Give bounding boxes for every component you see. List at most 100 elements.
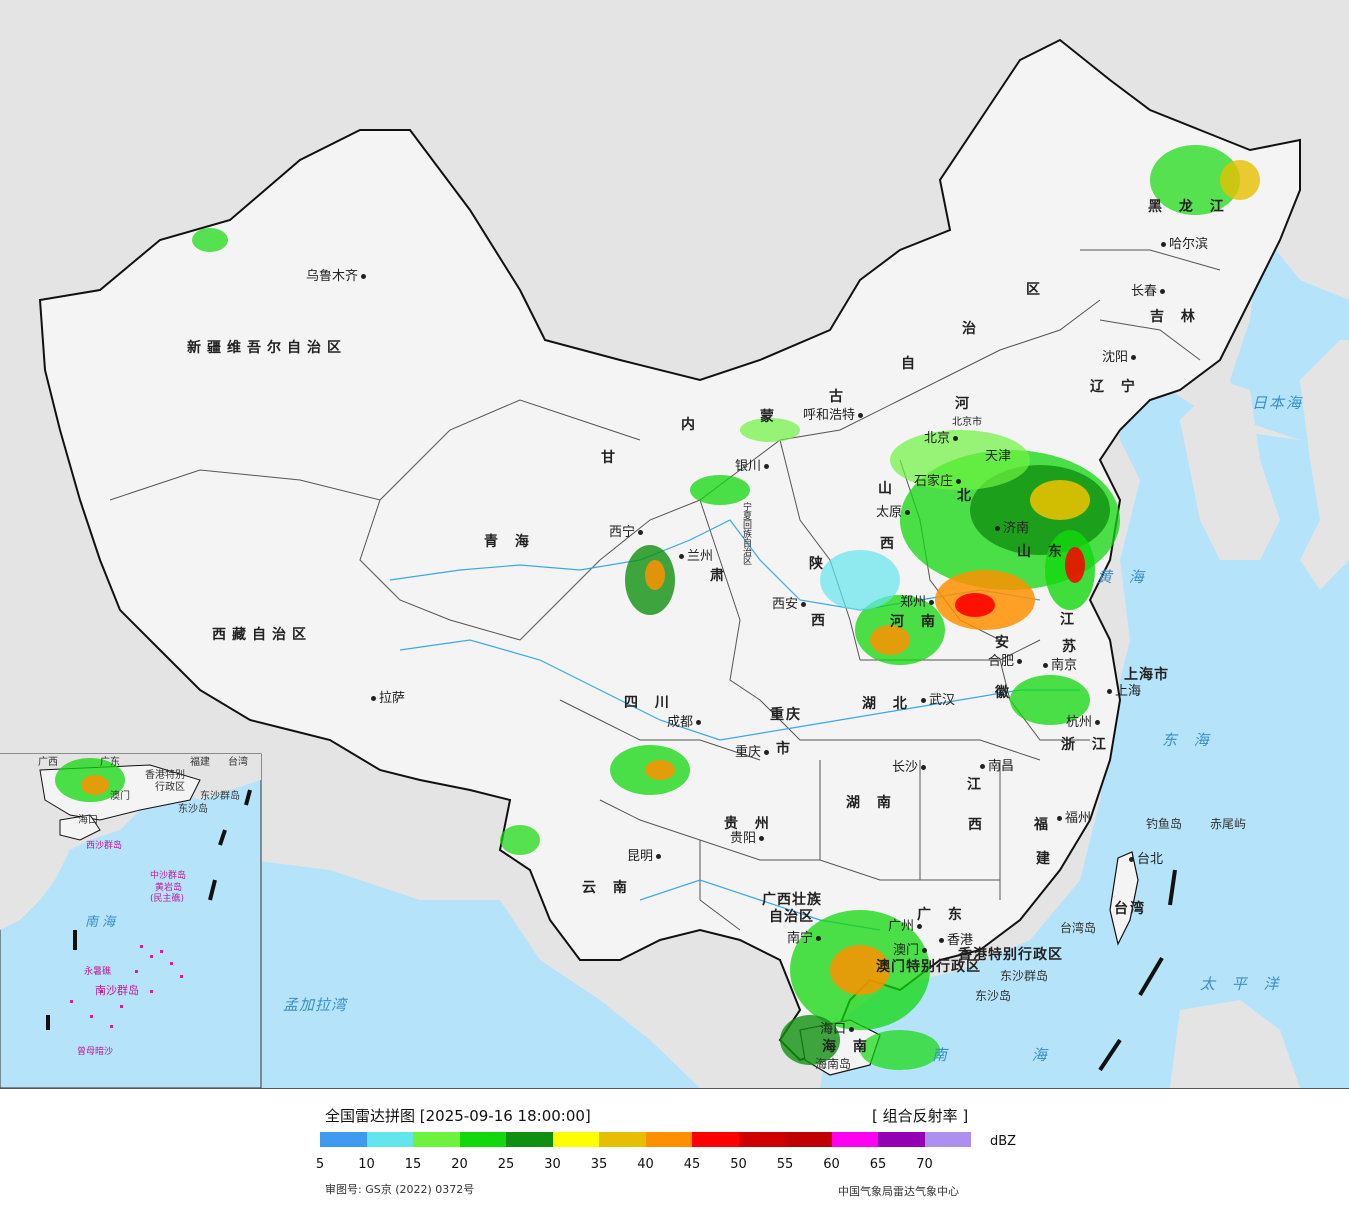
inset-hainan: [59, 814, 101, 841]
province-label-shaanxi-2: 西: [811, 613, 831, 629]
inset-label-hk2: 行政区: [155, 782, 185, 793]
province-label-qinghai: 青 海: [484, 534, 535, 550]
city-kunming: 昆明: [627, 850, 664, 863]
city-xining: 西宁: [609, 526, 646, 539]
inset-island-dots: [70, 945, 183, 1028]
province-label-sichuan: 四 川: [624, 695, 675, 711]
sea-label-south: 南 海: [932, 1046, 1087, 1064]
province-label-zhejiang: 浙 江: [1061, 737, 1112, 753]
map-canvas: [0, 0, 1349, 1088]
legend-swatch: [506, 1132, 553, 1147]
legend-swatch: [645, 1132, 692, 1147]
legend-swatch: [459, 1132, 506, 1147]
province-label-tianjin: 天津: [985, 449, 1012, 464]
city-hongkong: 香港: [936, 934, 973, 947]
city-urumqi: 乌鲁木齐: [306, 270, 369, 283]
inset-island-nansha: 南沙群岛: [95, 984, 139, 997]
legend-tick-label: 40: [637, 1157, 654, 1172]
province-label-fujian-1: 福: [1034, 817, 1054, 833]
city-haikou: 海口: [820, 1023, 857, 1036]
inset-island-zhongsha: 中沙群岛: [150, 871, 187, 881]
inset-island-xisha: 西沙群岛: [86, 841, 123, 851]
legend-swatch: [738, 1132, 785, 1147]
legend-swatch: [320, 1132, 367, 1147]
city-macau: 澳门: [893, 944, 930, 957]
province-label-hebei-2: 北: [957, 488, 977, 504]
inset-label-south-sea: 南 海: [85, 915, 116, 930]
sea-label-pacific: 太 平 洋: [1200, 975, 1285, 993]
legend-swatch: [924, 1132, 971, 1147]
province-label-jiangsu-1: 江: [1060, 612, 1080, 628]
legend-tick-label: 50: [730, 1157, 747, 1172]
province-label-shaanxi-1: 陕: [809, 556, 829, 572]
province-label-neimenggu-6: 内: [681, 417, 701, 433]
province-label-neimenggu-5: 蒙: [760, 409, 780, 425]
city-jinan: 济南: [992, 522, 1029, 535]
island-label-dongsha: 东沙岛: [975, 989, 1012, 1003]
island-label-dongsha-islands: 东沙群岛: [1000, 969, 1049, 983]
sea-label-yellow: 黄 海: [1097, 568, 1150, 586]
inset-label-guangxi: 广西: [38, 757, 58, 768]
province-label-guangdong: 广 东: [917, 907, 968, 923]
city-changsha: 长沙: [892, 761, 929, 774]
inset-label-dongsha-islands: 东沙群岛: [200, 791, 240, 802]
province-label-neimenggu-2: 治: [962, 321, 982, 337]
city-nanchang: 南昌: [977, 760, 1014, 773]
legend-swatch: [552, 1132, 599, 1147]
province-label-jiangxi-2: 西: [968, 817, 988, 833]
sea-label-east: 东 海: [1162, 731, 1215, 749]
city-changchun: 长春: [1131, 285, 1168, 298]
city-hangzhou: 杭州: [1066, 716, 1103, 729]
taiwan-land: [1109, 851, 1139, 946]
legend-swatch: [692, 1132, 739, 1147]
legend-color-bar: [320, 1132, 971, 1147]
philippines-land: [1170, 1000, 1300, 1088]
island-label-chiwei: 赤尾屿: [1210, 817, 1247, 831]
legend-title: 全国雷达拼图 [2025-09-16 18:00:00]: [325, 1107, 591, 1125]
city-guangzhou: 广州: [888, 920, 925, 933]
city-hohhot: 呼和浩特: [803, 409, 866, 422]
legend-swatch: [785, 1132, 832, 1147]
city-zhengzhou: 郑州: [900, 596, 937, 609]
island-label-taiwan: 台湾岛: [1060, 921, 1097, 935]
city-xian: 西安: [772, 598, 809, 611]
radar-echoes: [192, 145, 1260, 1070]
province-label-hunan: 湖 南: [846, 795, 897, 811]
legend-panel: 全国雷达拼图 [2025-09-16 18:00:00] [ 组合反射率 ] d…: [0, 1089, 1349, 1208]
legend-tick-label: 20: [451, 1157, 468, 1172]
city-chongqing: 重庆: [735, 746, 772, 759]
province-label-anhui-1: 安: [995, 635, 1015, 651]
city-fuzhou: 福州: [1054, 812, 1091, 825]
province-label-macau: 澳门特别行政区: [876, 959, 981, 975]
city-lanzhou: 兰州: [676, 550, 713, 563]
city-shenyang: 沈阳: [1102, 351, 1139, 364]
legend-tick-label: 60: [823, 1157, 840, 1172]
inset-island-huangyan-2: (民主礁): [150, 894, 185, 904]
city-shijiazhuang: 石家庄: [914, 475, 964, 488]
legend-ticks: 5 10 15 20 25 30 35 40 45 50 55 60 65 70: [0, 1157, 1349, 1173]
bengal-sea: [250, 860, 700, 1088]
legend-tick-label: 10: [358, 1157, 375, 1172]
legend-tick-label: 30: [544, 1157, 561, 1172]
province-label-gansu-2: 肃: [710, 568, 730, 584]
source-credit: 中国气象局雷达气象中心: [838, 1185, 959, 1198]
city-beijing: 北京: [924, 432, 961, 445]
island-label-diaoyu: 钓鱼岛: [1146, 817, 1183, 831]
radar-map[interactable]: 黑 龙 江 吉 林 辽 宁 区 治 自 古 蒙 内 新疆维吾尔自治区 西藏自治区…: [0, 0, 1349, 1089]
legend-tick-label: 15: [404, 1157, 422, 1172]
province-label-xizang: 西藏自治区: [212, 627, 312, 643]
province-label-shandong: 山 东: [1017, 544, 1068, 560]
legend-swatch: [878, 1132, 925, 1147]
korea-land: [1180, 380, 1280, 560]
province-label-chongqing-1: 重庆: [770, 707, 802, 723]
province-label-yunnan: 云 南: [582, 880, 633, 896]
legend-swatch: [413, 1132, 460, 1147]
province-label-hubei: 湖 北: [862, 696, 913, 712]
province-label-shanghai: 上海市: [1124, 667, 1169, 683]
province-label-heilongjiang: 黑 龙 江: [1148, 199, 1230, 215]
city-taipei: 台北: [1126, 853, 1163, 866]
legend-swatch: [366, 1132, 413, 1147]
city-wuhan: 武汉: [918, 694, 955, 707]
legend-tick-label: 5: [315, 1157, 325, 1172]
sea-label-bengal: 孟加拉湾: [283, 996, 348, 1014]
